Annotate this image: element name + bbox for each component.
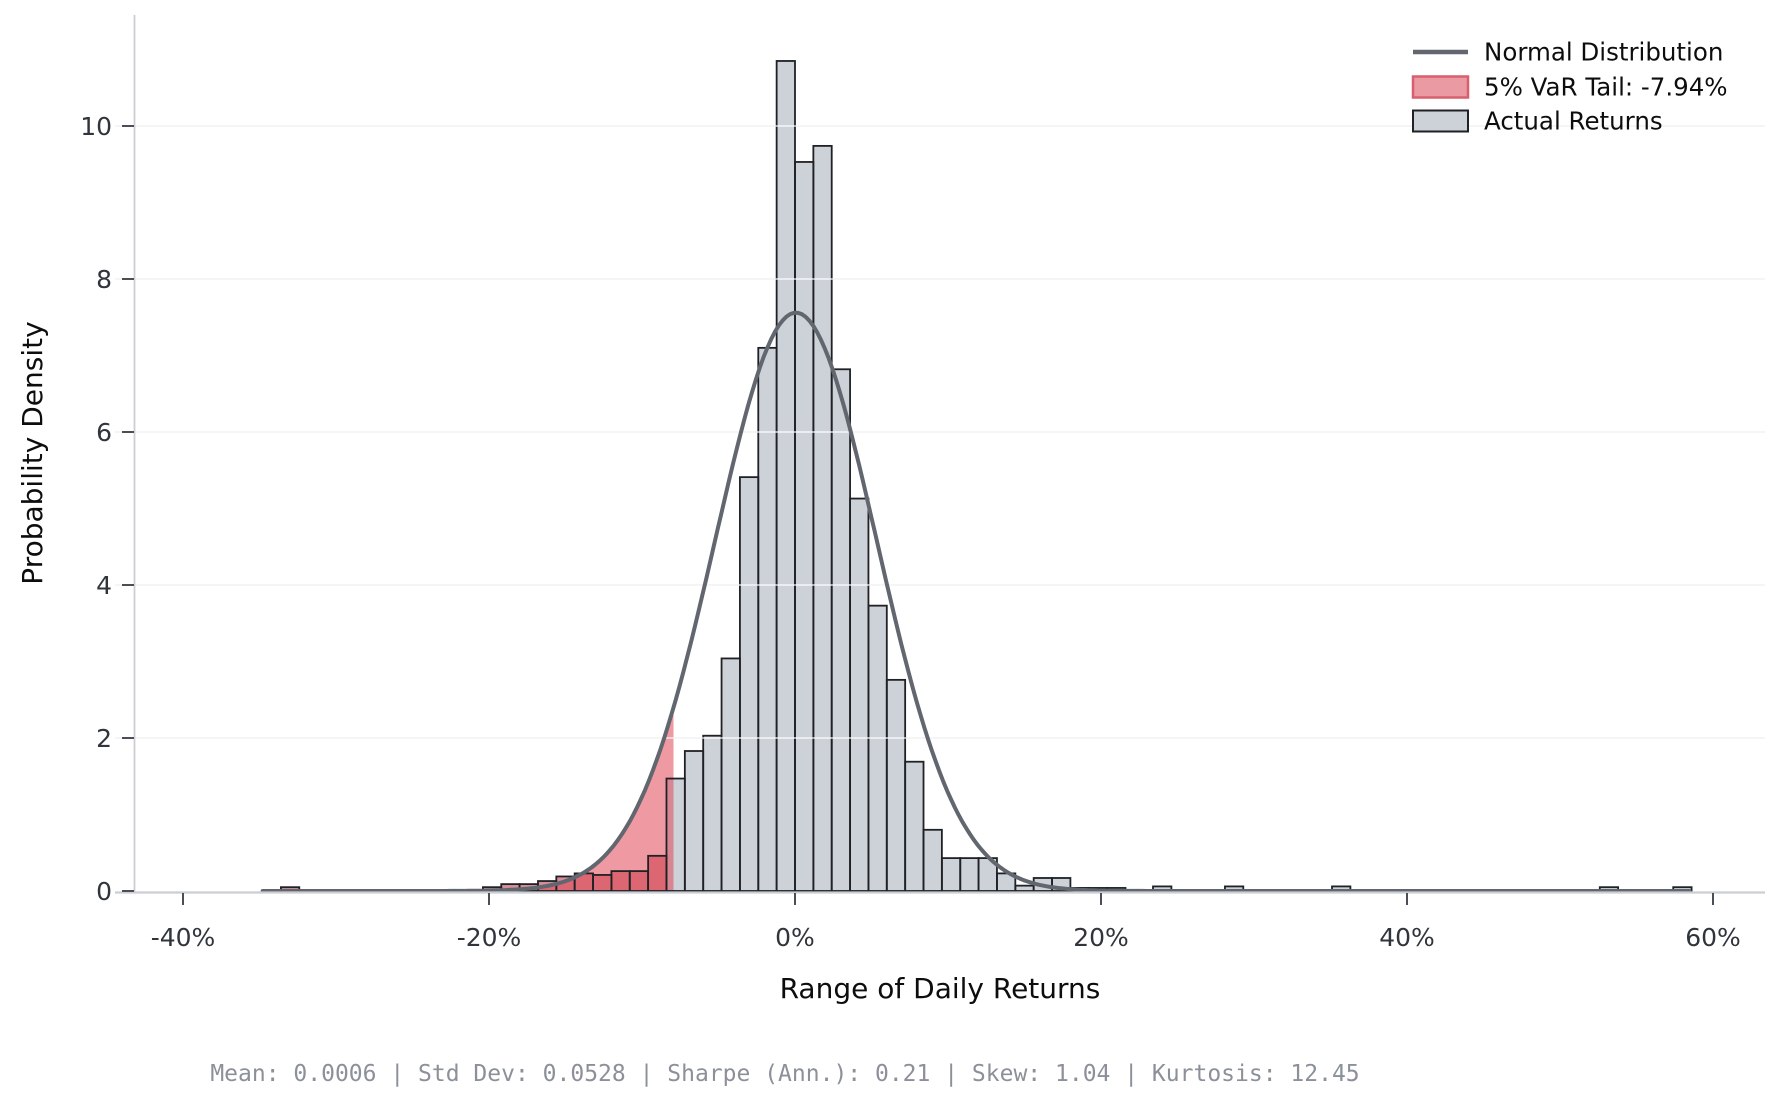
histogram-bar <box>886 679 906 891</box>
histogram-bar <box>960 858 979 891</box>
var-tail-area <box>262 707 674 891</box>
normal-curve <box>260 310 1692 893</box>
x-tick-label: 20% <box>1073 923 1129 952</box>
y-tick-label: 0 <box>96 877 112 906</box>
y-tick-label: 8 <box>96 265 112 294</box>
histogram-bar <box>868 605 887 891</box>
histogram-bar <box>923 829 942 891</box>
y-axis-title: Probability Density <box>16 321 49 584</box>
histogram-bar <box>721 658 740 891</box>
x-tick-label: 60% <box>1685 923 1741 952</box>
histogram-bar <box>703 735 722 891</box>
y-tick-label: 2 <box>96 724 112 753</box>
legend-label-normal-distribution: Normal Distribution <box>1484 38 1723 67</box>
histogram-bar <box>758 347 777 892</box>
x-axis-title: Range of Daily Returns <box>780 972 1101 1005</box>
histogram-bar <box>941 858 961 891</box>
legend-label-actual-returns: Actual Returns <box>1484 107 1663 136</box>
histogram-bar <box>996 873 1016 891</box>
histogram-bar <box>1332 886 1351 891</box>
histogram-bar <box>739 477 759 891</box>
histogram-bar <box>1224 886 1244 891</box>
histogram-bar-outline <box>1051 877 1072 892</box>
histogram-bar <box>1015 885 1034 891</box>
x-tick-label: -20% <box>457 923 522 952</box>
histogram-bar-outline <box>904 760 925 892</box>
histogram-bar <box>684 751 704 891</box>
y-tick-label: 6 <box>96 418 112 447</box>
stats-line: Mean: 0.0006 | Std Dev: 0.0528 | Sharpe … <box>210 1061 1359 1087</box>
histogram-bar <box>813 145 832 891</box>
histogram-bar <box>1153 886 1172 891</box>
histogram-bar <box>795 161 814 891</box>
x-tick-label: 40% <box>1379 923 1435 952</box>
histogram-bar <box>850 498 869 891</box>
histogram-bar <box>831 369 851 891</box>
legend-label-var-tail: 5% VaR Tail: -7.94% <box>1484 73 1728 102</box>
histogram-bar <box>905 761 924 891</box>
y-tick-label: 4 <box>96 571 112 600</box>
histogram-bar <box>978 858 997 891</box>
legend-sample-actual-returns-swatch <box>1412 109 1469 133</box>
legend-sample-var-tail-swatch <box>1411 75 1470 99</box>
histogram-bar <box>776 60 795 892</box>
var-tail-bar-overlay <box>501 884 520 891</box>
y-tick-label: 10 <box>80 112 112 141</box>
x-tick-label: 0% <box>775 923 815 952</box>
x-tick-label: -40% <box>151 923 216 952</box>
